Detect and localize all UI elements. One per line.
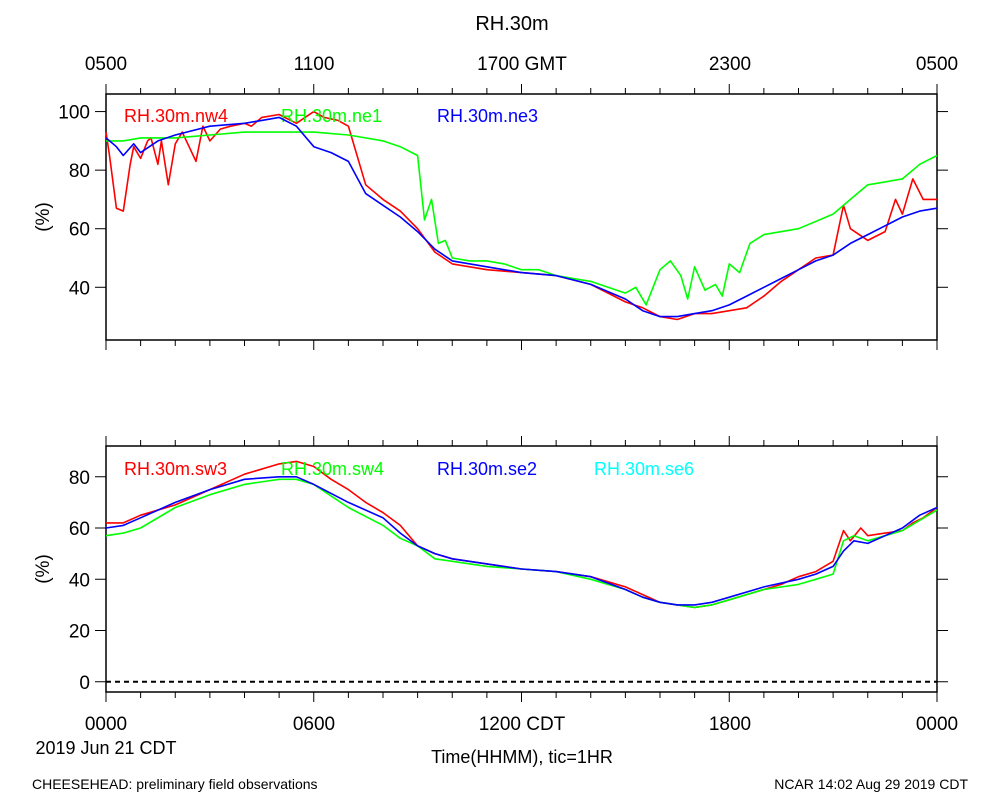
chart-title: RH.30m xyxy=(475,13,548,35)
top-axis-label: 0500 xyxy=(85,54,127,75)
bottom-axis-label: 1200 CDT xyxy=(479,714,566,735)
legend-entry: RH.30m.ne3 xyxy=(437,106,538,126)
bottom-axis-label: 0000 xyxy=(916,714,958,735)
top-axis-label: 0500 xyxy=(916,54,958,75)
plot-frame xyxy=(105,93,938,341)
footer-left: CHEESEHEAD: preliminary field observatio… xyxy=(32,776,318,792)
y-tick-label: 0 xyxy=(79,673,90,694)
legend-entry: RH.30m.se2 xyxy=(437,459,537,479)
y-tick-label: 20 xyxy=(69,622,90,643)
series-line-rh-30m-se2 xyxy=(105,476,938,606)
bottom-axis-label: 0000 xyxy=(85,714,127,735)
top-axis-label: 2300 xyxy=(709,54,751,75)
series-line-rh-30m-sw4 xyxy=(105,478,938,609)
y-tick-label: 80 xyxy=(69,161,90,182)
footer-right: NCAR 14:02 Aug 29 2019 CDT xyxy=(774,776,968,792)
legend-entry: RH.30m.se6 xyxy=(594,459,694,479)
y-tick-label: 40 xyxy=(69,278,90,299)
bottom-axis-label: 1800 xyxy=(709,714,751,735)
series-line-rh-30m-ne1 xyxy=(106,131,938,306)
x-axis-title: Time(HHMM), tic=1HR xyxy=(431,747,613,767)
top-axis-label: 1700 GMT xyxy=(477,54,567,75)
series-line-rh-30m-nw4 xyxy=(105,110,937,321)
y-tick-label: 60 xyxy=(69,519,90,540)
legend-entry: RH.30m.sw3 xyxy=(124,459,227,479)
top-axis-label: 1100 xyxy=(294,54,335,75)
legend-entry: RH.30m.ne1 xyxy=(281,106,382,126)
y-axis-label: (%) xyxy=(33,202,54,232)
y-axis-label: (%) xyxy=(33,554,54,584)
series-line-rh-30m-sw3 xyxy=(106,460,938,609)
legend-entry: RH.30m.nw4 xyxy=(124,106,228,126)
y-tick-label: 80 xyxy=(69,468,90,489)
bottom-axis-label: 0600 xyxy=(293,714,335,735)
date-label: 2019 Jun 21 CDT xyxy=(35,738,176,758)
y-tick-label: 40 xyxy=(69,570,90,591)
series-line-rh-30m-ne3 xyxy=(105,116,938,318)
y-tick-label: 60 xyxy=(69,220,90,241)
y-tick-label: 100 xyxy=(58,103,90,124)
legend-entry: RH.30m.sw4 xyxy=(281,459,384,479)
